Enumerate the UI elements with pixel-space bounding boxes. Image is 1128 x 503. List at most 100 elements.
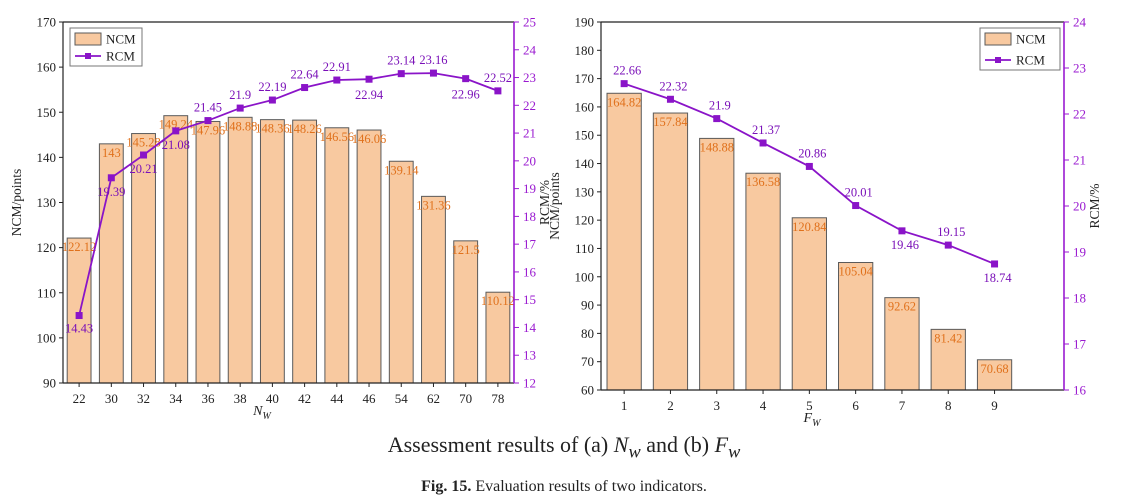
right-tick-label: 23: [1073, 61, 1086, 76]
rcm-point-label: 20.86: [798, 146, 826, 160]
rcm-point-label: 18.74: [983, 271, 1012, 285]
ncm-bar: [195, 120, 221, 384]
legend-rcm-marker: [995, 57, 1001, 63]
x-tick-label: 7: [899, 398, 906, 413]
rcm-point: [852, 202, 860, 210]
left-tick-label: 100: [575, 269, 595, 284]
ncm-bar: [606, 92, 642, 391]
ncm-bar: [930, 328, 966, 391]
x-tick-label: 32: [137, 391, 150, 406]
rcm-point: [462, 75, 470, 83]
rcm-point: [236, 104, 244, 112]
x-axis-title: NW: [252, 404, 272, 422]
legend-ncm-label: NCM: [106, 32, 136, 47]
x-tick-label: 6: [852, 398, 859, 413]
x-tick-label: 22: [73, 391, 86, 406]
rcm-point: [301, 84, 309, 92]
ncm-bar-label: 148.88: [223, 119, 257, 133]
ncm-bar-label: 146.56: [320, 130, 354, 144]
x-tick-label: 38: [234, 391, 247, 406]
rcm-line: [78, 72, 499, 316]
ncm-bar: [745, 172, 781, 391]
ncm-bar-label: 105.04: [838, 265, 873, 279]
right-tick-label: 15: [523, 292, 536, 307]
ncm-bar: [388, 160, 414, 384]
left-tick-label: 190: [575, 15, 595, 30]
rcm-point: [759, 139, 767, 147]
rcm-point: [666, 95, 674, 103]
ncm-bar-label: 148.36: [255, 122, 289, 136]
ncm-bar-label: 146.06: [352, 132, 386, 146]
ncm-bar: [884, 297, 920, 391]
left-tick-label: 110: [37, 285, 56, 300]
x-tick-label: 54: [395, 391, 409, 406]
ncm-bar: [453, 240, 479, 384]
left-tick-label: 180: [575, 43, 595, 58]
left-tick-label: 70: [581, 354, 594, 369]
right-tick-label: 19: [1073, 245, 1086, 260]
rcm-point: [713, 115, 721, 123]
figure-caption: Fig. 15. Evaluation results of two indic…: [0, 478, 1128, 496]
ncm-bar-label: 143: [102, 146, 121, 160]
rcm-point: [397, 70, 405, 78]
right-tick-label: 24: [1073, 15, 1087, 30]
ncm-bar-label: 148.88: [700, 140, 734, 154]
ncm-bar: [652, 112, 689, 391]
x-tick-label: 42: [298, 391, 311, 406]
caption-mid: and (b): [640, 432, 715, 457]
rcm-point: [991, 260, 999, 268]
left-tick-label: 80: [581, 326, 594, 341]
rcm-point: [75, 312, 83, 320]
rcm-point: [805, 162, 813, 170]
x-tick-label: 9: [991, 398, 998, 413]
left-tick-label: 160: [575, 99, 595, 114]
x-tick-label: 36: [201, 391, 215, 406]
legend-ncm-label: NCM: [1016, 32, 1046, 47]
left-tick-label: 170: [575, 71, 595, 86]
legend: NCM RCM: [979, 27, 1061, 71]
ncm-bar-label: 164.82: [607, 95, 641, 109]
figure-label: Fig. 15.: [421, 478, 472, 495]
rcm-point: [204, 117, 212, 125]
left-tick-label: 150: [37, 105, 57, 120]
ncm-bar: [699, 137, 735, 391]
right-tick-label: 24: [523, 42, 537, 57]
rcm-point-label: 22.91: [323, 60, 351, 74]
left-tick-label: 120: [37, 240, 57, 255]
rcm-point-label: 20.01: [845, 186, 873, 200]
rcm-point-label: 19.39: [97, 185, 125, 199]
left-tick-label: 150: [575, 128, 595, 143]
right-tick-label: 21: [523, 126, 536, 141]
legend-rcm-label: RCM: [1016, 53, 1045, 68]
figure-caption-text: Evaluation results of two indicators.: [471, 478, 707, 495]
ncm-bar: [976, 359, 1013, 391]
ncm-bar-label: 81.42: [934, 331, 962, 345]
left-axis-title: NCM/points: [9, 169, 24, 237]
ncm-bar: [838, 262, 874, 391]
ncm-bar-label: 147.96: [191, 123, 225, 137]
figure-canvas: 122.12143145.28149.24147.96148.88148.361…: [9, 15, 1102, 430]
rcm-point-label: 21.08: [162, 138, 190, 152]
right-tick-label: 17: [1073, 337, 1087, 352]
rcm-point-label: 21.9: [229, 88, 251, 102]
rcm-point: [172, 127, 180, 135]
rcm-point-label: 20.21: [129, 162, 157, 176]
ncm-bar: [259, 119, 285, 384]
left-tick-label: 60: [581, 383, 594, 398]
rcm-point: [429, 69, 437, 77]
panel-caption: Assessment results of (a) Nw and (b) Fw: [0, 432, 1128, 462]
x-tick-label: 8: [945, 398, 952, 413]
rcm-point: [944, 241, 952, 249]
right-tick-label: 20: [523, 153, 536, 168]
rcm-point: [140, 151, 148, 159]
caption-f: F: [714, 432, 729, 457]
right-tick-label: 16: [1073, 383, 1087, 398]
ncm-bar-label: 131.36: [416, 198, 450, 212]
rcm-point-label: 22.32: [659, 79, 687, 93]
x-tick-label: 46: [363, 391, 377, 406]
right-tick-label: 21: [1073, 153, 1086, 168]
x-axis-title: FW: [803, 411, 823, 429]
legend: NCM RCM: [69, 27, 143, 67]
rcm-point: [107, 174, 115, 182]
right-tick-label: 19: [523, 181, 536, 196]
